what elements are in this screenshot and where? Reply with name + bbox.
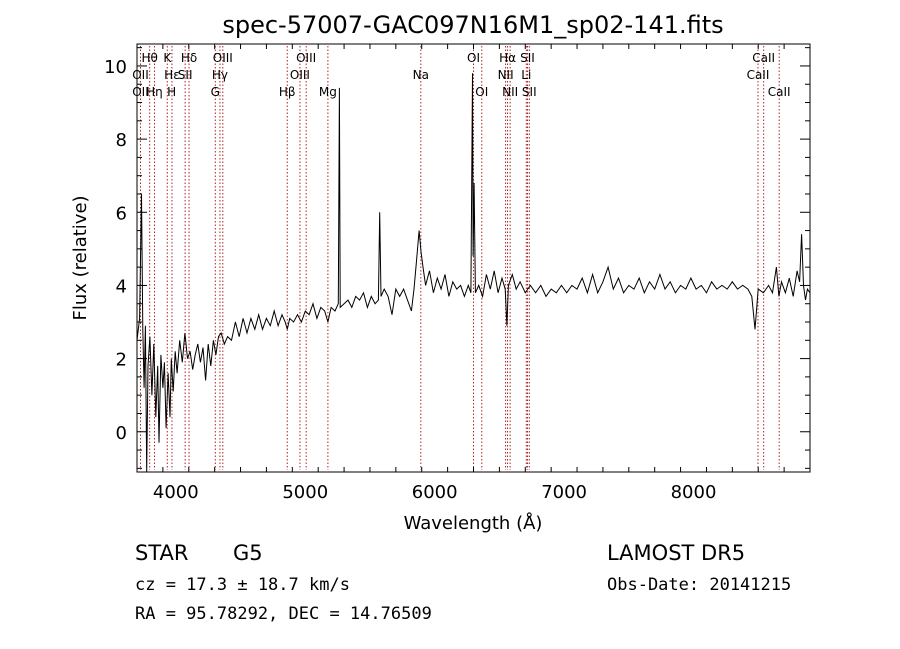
- spectral-line-label: OII: [132, 85, 149, 99]
- spectral-line-label: Hε: [164, 68, 180, 82]
- spectral-line-label: Hη: [146, 85, 163, 99]
- spectral-line-label: NII: [498, 68, 514, 82]
- spectral-line-label: OII: [132, 68, 149, 82]
- spectral-line-label: Hγ: [212, 68, 228, 82]
- y-axis-label: Flux (relative): [70, 195, 91, 320]
- spectral-line-label: Hα: [499, 51, 516, 65]
- spectral-line-label: NII: [502, 85, 518, 99]
- spectral-line-label: G: [211, 85, 220, 99]
- redshift-text: cz = 17.3 ± 18.7 km/s: [135, 575, 350, 595]
- spectral-line-label: Hθ: [141, 51, 157, 65]
- y-tick-label: 2: [116, 350, 127, 371]
- axis-ticks: [137, 44, 810, 472]
- spectral-line-label: CaII: [768, 85, 791, 99]
- object-class: STAR: [135, 541, 188, 565]
- y-tick-label: 4: [116, 276, 127, 297]
- flux-series-line: [136, 73, 811, 473]
- obs-date-text: Obs-Date: 20141215: [607, 575, 791, 595]
- spectral-line-label: Na: [413, 68, 429, 82]
- x-tick-label: 8000: [671, 482, 717, 503]
- chart-title: spec-57007-GAC097N16M1_sp02-141.fits: [222, 11, 723, 39]
- spectral-line-label: SII: [522, 85, 537, 99]
- object-subclass: G5: [233, 541, 263, 565]
- spectral-line-label: CaII: [752, 51, 775, 65]
- x-tick-label: 4000: [153, 482, 199, 503]
- spectral-line-label: Hδ: [181, 51, 197, 65]
- spectral-line-label: SII: [520, 51, 535, 65]
- spectral-line-label: SII: [178, 68, 193, 82]
- spectral-line-markers: [139, 46, 780, 470]
- y-tick-labels: 0 2 4 6 8 10: [104, 57, 127, 444]
- spectral-line-label: OIII: [296, 51, 316, 65]
- y-tick-label: 0: [116, 423, 127, 444]
- spectral-line-label: Mg: [319, 85, 337, 99]
- survey-name: LAMOST DR5: [607, 541, 745, 565]
- y-tick-label: 10: [104, 57, 127, 78]
- x-axis-label: Wavelength (Å): [404, 512, 543, 534]
- x-tick-label: 7000: [541, 482, 587, 503]
- spectral-line-label: Li: [521, 68, 531, 82]
- coordinates-text: RA = 95.78292, DEC = 14.76509: [135, 604, 432, 624]
- spectral-line-label: H: [167, 85, 176, 99]
- y-tick-label: 8: [116, 130, 127, 151]
- spectral-line-label: Hβ: [279, 85, 296, 99]
- spectral-line-label: OIII: [213, 51, 233, 65]
- spectral-line-label: CaII: [747, 68, 770, 82]
- x-tick-label: 6000: [412, 482, 458, 503]
- spectral-line-label: OI: [475, 85, 488, 99]
- x-tick-label: 5000: [282, 482, 328, 503]
- y-tick-label: 6: [116, 203, 127, 224]
- x-tick-labels: 4000 5000 6000 7000 8000: [153, 482, 717, 503]
- spectral-line-label: K: [163, 51, 172, 65]
- spectral-line-label: OI: [467, 51, 480, 65]
- spectral-line-label: OIII: [290, 68, 310, 82]
